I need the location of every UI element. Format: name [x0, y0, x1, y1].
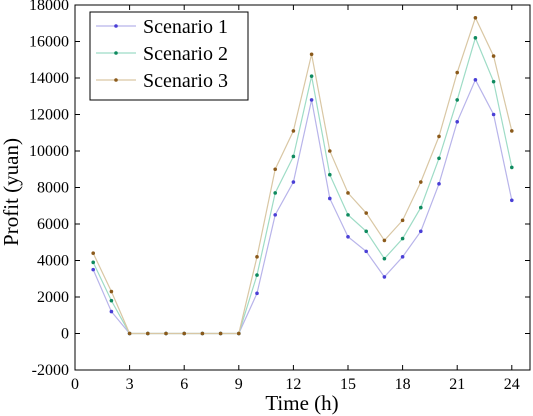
data-point [437, 182, 441, 186]
x-tick-label: 0 [71, 376, 79, 393]
data-point [419, 205, 423, 210]
data-point [273, 191, 278, 195]
data-point [309, 98, 314, 102]
data-point [218, 331, 223, 336]
y-tick-label: 12000 [29, 107, 69, 124]
y-tick-label: 10000 [29, 143, 69, 160]
data-point [455, 70, 460, 75]
x-tick-label: 6 [180, 376, 188, 393]
data-point [182, 331, 186, 336]
data-point [455, 120, 460, 124]
data-point [382, 256, 387, 261]
legend-label: Scenario 2 [143, 43, 228, 65]
data-point [255, 273, 259, 277]
data-point [400, 255, 405, 259]
x-tick-label: 24 [504, 376, 520, 393]
y-tick-label: 16000 [29, 34, 69, 51]
legend-marker [114, 51, 118, 55]
data-point [328, 149, 332, 153]
legend-item: Scenario 2 [96, 43, 228, 65]
data-point [400, 218, 405, 223]
data-point [91, 267, 95, 272]
y-tick-label: -2000 [32, 362, 69, 379]
data-point [346, 191, 350, 195]
data-point [364, 211, 369, 215]
data-point [255, 255, 259, 259]
x-tick-label: 12 [285, 376, 301, 393]
data-point [346, 213, 350, 217]
y-tick-label: 18000 [29, 0, 69, 14]
data-point [510, 165, 514, 170]
data-point [255, 291, 259, 296]
data-point [127, 331, 132, 336]
data-point [382, 275, 387, 279]
data-point [473, 15, 478, 20]
data-point [91, 251, 95, 255]
data-point [328, 196, 332, 201]
data-point [473, 36, 478, 40]
data-point [109, 309, 114, 314]
data-point [455, 98, 460, 102]
data-point [328, 172, 332, 177]
series-line [92, 16, 513, 335]
data-point [510, 129, 514, 133]
x-tick-label: 21 [449, 376, 465, 393]
data-point [491, 54, 496, 58]
data-point [309, 52, 314, 57]
y-tick-label: 0 [61, 326, 69, 343]
y-axis-title: Profit (yuan) [0, 138, 23, 246]
y-tick-label: 14000 [29, 70, 69, 87]
x-tick-label: 18 [395, 376, 411, 393]
data-point [419, 180, 423, 184]
data-point [237, 331, 241, 336]
data-point [291, 129, 296, 133]
legend-item: Scenario 3 [96, 70, 228, 92]
data-point [364, 249, 369, 254]
series-3 [91, 15, 514, 336]
data-point [346, 234, 350, 239]
x-tick-label: 3 [126, 376, 134, 393]
y-tick-label: 4000 [37, 253, 69, 270]
data-point [109, 298, 114, 303]
data-point [91, 260, 95, 265]
legend-label: Scenario 3 [143, 70, 228, 92]
data-point [382, 238, 387, 243]
x-tick-label: 15 [340, 376, 356, 393]
data-point [400, 236, 405, 241]
x-axis-title: Time (h) [265, 391, 338, 415]
legend-marker [114, 24, 118, 28]
data-point [437, 134, 441, 139]
y-tick-label: 2000 [37, 289, 69, 306]
axis-layer: 0 3 6 9 12 15 18 21 24-2000020004000600080001000… [29, 0, 530, 393]
data-point [291, 154, 296, 159]
data-point [109, 289, 114, 294]
data-point [273, 213, 278, 217]
data-point [419, 229, 423, 234]
data-point [364, 229, 369, 234]
data-point [146, 331, 150, 336]
legend-label: Scenario 1 [143, 16, 228, 38]
data-point [510, 198, 514, 203]
data-point [164, 331, 168, 336]
data-point [291, 180, 296, 184]
data-point [491, 79, 496, 84]
data-point [437, 156, 441, 161]
y-tick-label: 6000 [37, 216, 69, 233]
data-point [473, 78, 478, 82]
data-point [200, 331, 205, 336]
y-tick-label: 8000 [37, 180, 69, 197]
legend: Scenario 1 Scenario 2 Scenario 3 [89, 11, 249, 101]
legend-item: Scenario 1 [96, 16, 228, 38]
data-point [273, 167, 278, 172]
data-point [309, 74, 314, 78]
x-tick-label: 9 [235, 376, 243, 393]
legend-marker [114, 78, 118, 82]
series-layer [91, 15, 514, 336]
data-point [491, 112, 496, 117]
